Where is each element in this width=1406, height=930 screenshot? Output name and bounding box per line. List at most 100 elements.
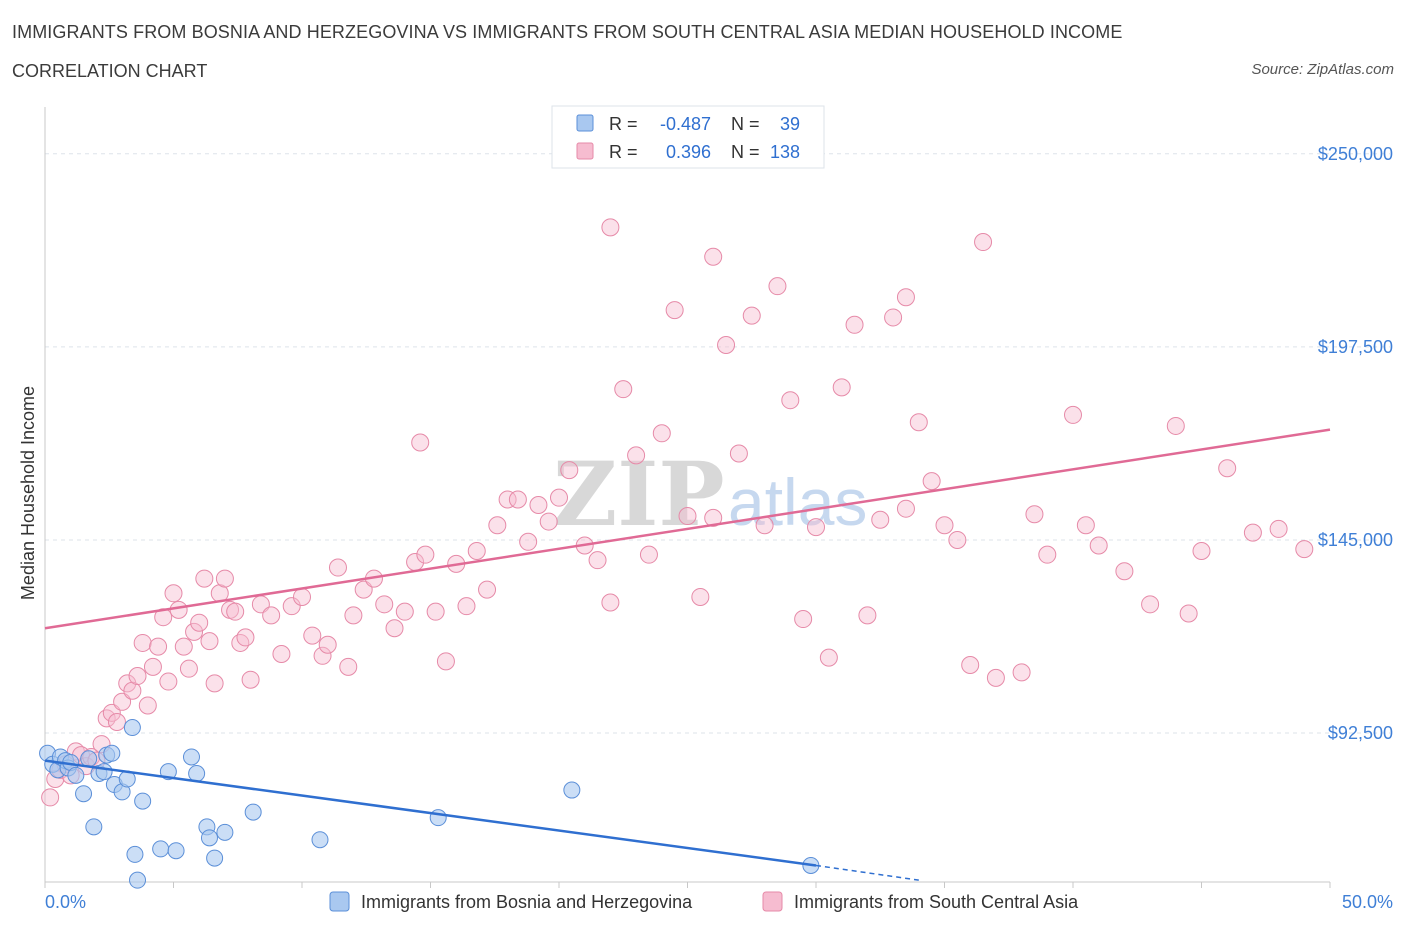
south-central-asia-point-88: [768, 277, 787, 296]
south-central-asia-point-90: [794, 610, 813, 629]
y-axis-label: Median Household Income: [18, 386, 38, 600]
south-central-asia-point-98: [896, 499, 915, 518]
series-south-central-asia-points: [41, 218, 1314, 807]
watermark-atlas: atlas: [728, 465, 867, 539]
x-tick-label-0: 0.0%: [45, 892, 86, 912]
south-central-asia-point-82: [691, 587, 710, 606]
south-central-asia-point-113: [1218, 459, 1237, 478]
chart-subtitle: CORRELATION CHART: [12, 61, 208, 81]
south-central-asia-point-123: [1179, 604, 1198, 623]
bosnia-point-12: [95, 763, 113, 781]
south-central-asia-point-43: [282, 597, 301, 616]
south-central-asia-point-94: [845, 315, 864, 334]
south-central-asia-point-0: [41, 788, 60, 807]
south-central-asia-point-119: [704, 247, 723, 266]
south-central-asia-point-102: [948, 530, 967, 549]
series-legend-swatch-blue: [329, 891, 350, 912]
trend-line-bosnia-extension: [815, 864, 919, 881]
south-central-asia-point-63: [467, 541, 486, 560]
south-central-asia-point-66: [498, 490, 517, 509]
south-central-asia-point-44: [293, 587, 311, 606]
series-legend-label-blue: Immigrants from Bosnia and Herzegovina: [361, 892, 693, 912]
south-central-asia-point-46: [313, 646, 332, 665]
south-central-asia-point-67: [508, 490, 527, 509]
bosnia-point-24: [167, 842, 185, 860]
south-central-asia-point-76: [614, 380, 633, 399]
series-legend-swatch-pink: [762, 891, 783, 912]
south-central-asia-point-114: [1243, 523, 1262, 542]
south-central-asia-point-68: [519, 532, 538, 551]
south-central-asia-point-26: [174, 637, 193, 656]
south-central-asia-point-93: [832, 378, 851, 397]
legend-n-value-0: 39: [780, 114, 800, 134]
bosnia-point-19: [126, 845, 144, 863]
south-central-asia-point-72: [560, 461, 579, 480]
south-central-asia-point-23: [159, 672, 178, 691]
south-central-asia-point-59: [426, 602, 445, 621]
south-central-asia-point-71: [550, 488, 568, 507]
south-central-asia-point-112: [1192, 541, 1211, 560]
south-central-asia-point-74: [588, 551, 607, 570]
south-central-asia-point-117: [896, 288, 915, 307]
south-central-asia-point-107: [1064, 405, 1082, 424]
bosnia-point-30: [216, 823, 234, 841]
south-central-asia-point-38: [236, 628, 255, 647]
south-central-asia-point-19: [138, 696, 157, 715]
legend-r-value-1: 0.396: [666, 142, 711, 162]
south-central-asia-point-116: [1295, 540, 1314, 559]
south-central-asia-point-79: [652, 424, 671, 443]
series-legend: Immigrants from Bosnia and Herzegovina I…: [329, 891, 1079, 912]
bosnia-point-32: [311, 831, 329, 849]
south-central-asia-point-97: [884, 308, 903, 327]
chart-title: IMMIGRANTS FROM BOSNIA AND HERZEGOVINA V…: [12, 22, 1123, 42]
south-central-asia-point-87: [755, 516, 774, 535]
south-central-asia-point-86: [742, 306, 761, 325]
legend-n-label-0: N =: [731, 114, 760, 134]
bosnia-point-8: [75, 785, 93, 803]
bosnia-point-10: [85, 818, 103, 836]
south-central-asia-point-20: [143, 657, 162, 676]
south-central-asia-point-25: [169, 600, 188, 619]
south-central-asia-point-95: [858, 606, 877, 625]
y-tick-label-2: $197,500: [1318, 337, 1393, 357]
bosnia-point-7: [67, 766, 85, 784]
south-central-asia-point-18: [133, 633, 152, 652]
south-central-asia-point-69: [529, 496, 548, 515]
south-central-asia-point-49: [339, 657, 358, 676]
bosnia-point-18: [123, 719, 141, 737]
bosnia-point-28: [200, 829, 218, 847]
south-central-asia-point-12: [102, 703, 121, 722]
y-tick-label-1: $145,000: [1318, 530, 1393, 550]
source-label: Source: ZipAtlas.com: [1251, 61, 1394, 78]
legend-swatch-blue: [576, 114, 594, 132]
trend-line-south-central-asia: [44, 428, 1331, 630]
south-central-asia-point-80: [665, 301, 684, 320]
south-central-asia-point-62: [457, 597, 476, 616]
bosnia-point-31: [244, 803, 262, 821]
south-central-asia-point-89: [781, 391, 800, 410]
x-tick-label-1: 50.0%: [1342, 892, 1393, 912]
south-central-asia-point-54: [385, 619, 404, 638]
south-central-asia-point-58: [416, 545, 435, 564]
south-central-asia-point-121: [974, 233, 993, 252]
trend-line-bosnia: [44, 759, 817, 867]
series-legend-label-pink: Immigrants from South Central Asia: [794, 892, 1079, 912]
y-tick-label-0: $92,500: [1328, 723, 1393, 743]
x-tick-labels: 0.0% 50.0%: [45, 892, 1393, 912]
bosnia-point-21: [134, 792, 152, 810]
south-central-asia-point-118: [601, 218, 620, 237]
south-central-asia-point-60: [436, 652, 455, 671]
bosnia-point-29: [206, 849, 224, 867]
south-central-asia-point-11: [97, 709, 116, 728]
south-central-asia-point-122: [1076, 516, 1095, 535]
south-central-asia-point-64: [478, 580, 497, 599]
bosnia-point-20: [129, 871, 147, 889]
south-central-asia-point-99: [909, 413, 928, 432]
south-central-asia-point-41: [262, 606, 281, 625]
south-central-asia-point-104: [986, 668, 1005, 687]
south-central-asia-point-81: [678, 507, 697, 526]
south-central-asia-point-101: [935, 516, 954, 535]
south-central-asia-point-78: [639, 545, 658, 564]
south-central-asia-point-42: [272, 644, 291, 663]
